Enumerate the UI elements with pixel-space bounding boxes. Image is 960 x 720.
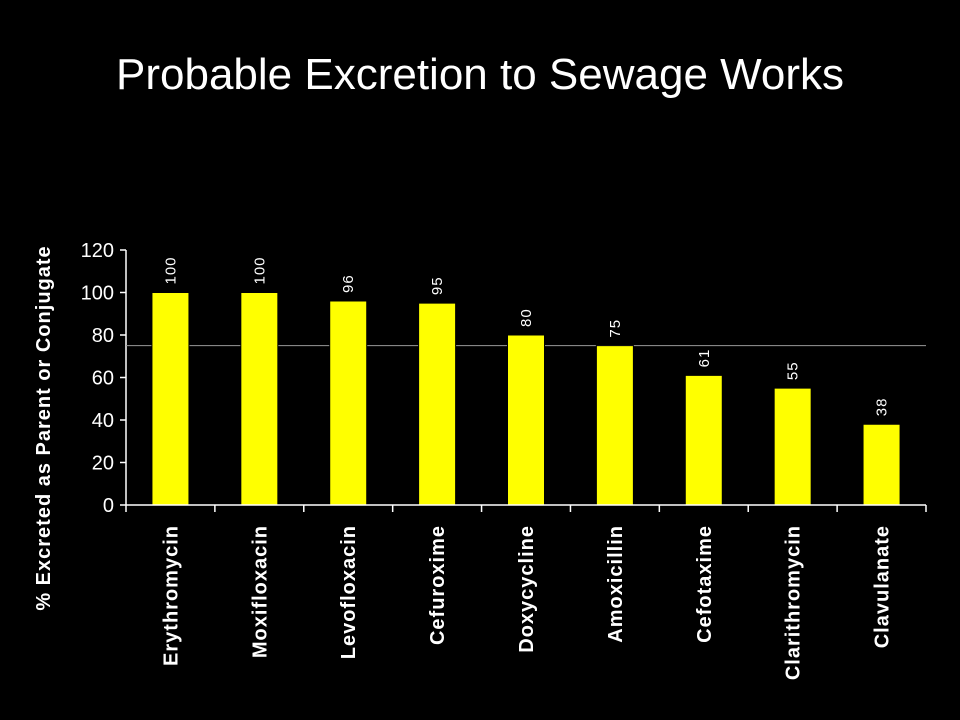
x-category-label: Cefuroxime: [427, 525, 449, 645]
data-label: 80: [518, 308, 535, 327]
x-category-label: Levofloxacin: [338, 525, 360, 659]
data-label: 38: [874, 398, 891, 417]
y-tick-label: 120: [81, 240, 114, 262]
x-category-label: Cefotaxime: [694, 525, 716, 643]
x-category-label: Doxycycline: [516, 525, 538, 653]
chart-title: Probable Excretion to Sewage Works: [116, 50, 844, 99]
data-label: 96: [340, 274, 357, 293]
y-tick-label: 80: [92, 325, 114, 347]
data-label: 61: [696, 349, 713, 368]
x-category-label: Clavulanate: [872, 525, 894, 648]
bar: [240, 292, 279, 506]
data-label: 95: [429, 276, 446, 295]
x-category-label: Moxifloxacin: [249, 525, 271, 658]
data-label: 55: [785, 361, 802, 380]
bars: 100 100 96 95 80 75 61 55 38: [151, 256, 901, 506]
y-tick-label: 100: [81, 283, 114, 305]
data-label: 100: [251, 256, 268, 284]
x-category-label: Erythromycin: [160, 525, 182, 666]
y-axis-label: % Excreted as Parent or Conjugate: [33, 245, 55, 610]
bar: [595, 345, 634, 506]
bar: [507, 334, 545, 506]
bar: [329, 300, 368, 506]
y-tick-label: 60: [92, 368, 114, 390]
x-axis: Erythromycin Moxifloxacin Levofloxacin Cefu…: [125, 504, 927, 680]
y-tick-label: 0: [103, 495, 114, 517]
bar: [684, 374, 723, 506]
y-tick-label: 40: [92, 410, 114, 432]
y-axis: 0 20 40 60 80 100 120: [81, 240, 127, 517]
x-category-label: Amoxicillin: [605, 525, 627, 643]
bar: [418, 302, 457, 506]
bar: [862, 423, 901, 506]
x-category-label: Clarithromycin: [783, 525, 805, 680]
data-label: 75: [607, 319, 624, 338]
data-label: 100: [162, 256, 179, 284]
bar: [773, 387, 812, 506]
y-tick-label: 20: [92, 453, 114, 475]
bar: [151, 292, 190, 506]
